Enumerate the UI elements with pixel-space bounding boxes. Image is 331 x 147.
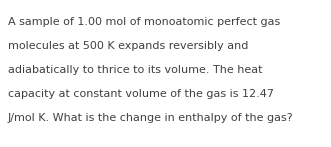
Text: capacity at constant volume of the gas is 12.47: capacity at constant volume of the gas i… [8, 89, 274, 99]
Text: J/mol K. What is the change in enthalpy of the gas?: J/mol K. What is the change in enthalpy … [8, 113, 294, 123]
Text: A sample of 1.00 mol of monoatomic perfect gas: A sample of 1.00 mol of monoatomic perfe… [8, 17, 280, 27]
Text: adiabatically to thrice to its volume. The heat: adiabatically to thrice to its volume. T… [8, 65, 262, 75]
Text: molecules at 500 K expands reversibly and: molecules at 500 K expands reversibly an… [8, 41, 248, 51]
